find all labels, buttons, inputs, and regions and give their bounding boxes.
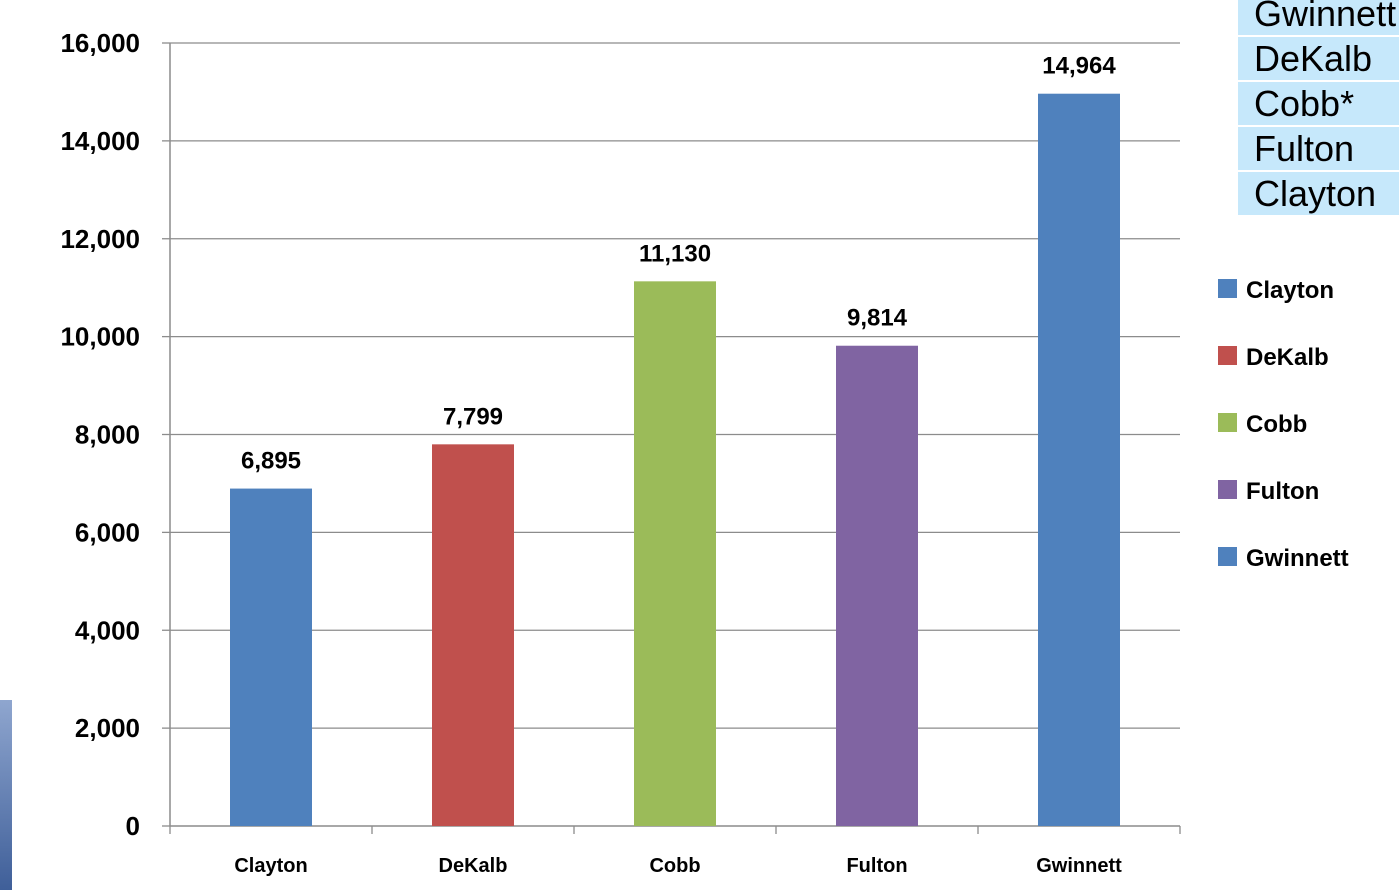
y-tick-label: 4,000 — [75, 615, 140, 645]
ranking-list: Gwinnett DeKalb Cobb* Fulton Clayton — [1238, 0, 1399, 217]
bar-clayton — [230, 488, 312, 826]
legend: Clayton DeKalb Cobb Fulton Gwinnett — [1218, 277, 1349, 572]
y-tick-label: 8,000 — [75, 420, 140, 450]
legend-swatch — [1218, 413, 1237, 432]
ranking-item: Cobb* — [1238, 82, 1399, 127]
ranking-item: Clayton — [1238, 172, 1399, 217]
x-category-label: Fulton — [846, 855, 907, 877]
legend-label: Cobb — [1246, 411, 1307, 438]
legend-swatch — [1218, 547, 1237, 566]
y-tick-label: 12,000 — [60, 224, 140, 254]
x-category-label: Cobb — [649, 855, 700, 877]
legend-label: Clayton — [1246, 277, 1334, 304]
bar-fulton — [836, 345, 918, 826]
y-tick-label: 14,000 — [60, 126, 140, 156]
legend-swatch — [1218, 480, 1237, 499]
legend-label: DeKalb — [1246, 344, 1329, 371]
labels: 0 2,000 4,000 6,000 8,000 10,000 12,000 14,000 1… — [60, 28, 1122, 877]
data-label: 11,130 — [639, 240, 711, 267]
ranking-item: Fulton — [1238, 127, 1399, 172]
ranking-item: Gwinnett — [1238, 0, 1399, 37]
x-category-label: DeKalb — [439, 855, 508, 877]
legend-label: Fulton — [1246, 478, 1319, 505]
decorative-edge-graphic — [0, 700, 12, 890]
data-label: 6,895 — [241, 448, 301, 475]
x-category-label: Gwinnett — [1036, 855, 1122, 877]
y-tick-label: 0 — [126, 811, 140, 841]
y-tick-label: 16,000 — [60, 28, 140, 58]
bar-dekalb — [432, 444, 514, 826]
data-label: 9,814 — [847, 305, 908, 332]
y-tick-label: 10,000 — [60, 322, 140, 352]
bar-gwinnett — [1038, 93, 1120, 827]
legend-swatch — [1218, 346, 1237, 365]
data-label: 14,964 — [1042, 53, 1116, 80]
bars — [230, 93, 1120, 827]
ranking-item: DeKalb — [1238, 37, 1399, 82]
legend-swatch — [1218, 279, 1237, 298]
y-tick-label: 6,000 — [75, 517, 140, 547]
y-tick-label: 2,000 — [75, 713, 140, 743]
legend-label: Gwinnett — [1246, 545, 1349, 572]
data-label: 7,799 — [443, 403, 503, 430]
x-category-label: Clayton — [234, 855, 307, 877]
bar-cobb — [634, 281, 716, 826]
